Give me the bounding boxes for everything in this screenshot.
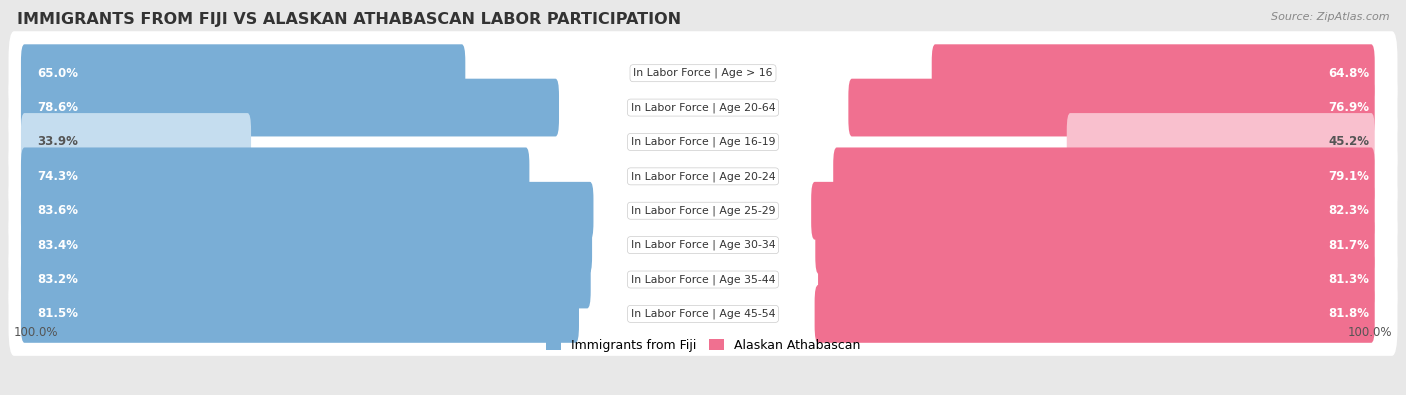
FancyBboxPatch shape	[818, 251, 1375, 308]
FancyBboxPatch shape	[8, 31, 1398, 115]
Text: 81.8%: 81.8%	[1329, 307, 1369, 320]
FancyBboxPatch shape	[21, 79, 560, 136]
FancyBboxPatch shape	[8, 272, 1398, 356]
Text: 78.6%: 78.6%	[37, 101, 77, 114]
Text: 81.7%: 81.7%	[1329, 239, 1369, 252]
Text: 64.8%: 64.8%	[1329, 67, 1369, 80]
Text: 45.2%: 45.2%	[1329, 135, 1369, 149]
Text: 100.0%: 100.0%	[1347, 325, 1392, 339]
Text: In Labor Force | Age > 16: In Labor Force | Age > 16	[633, 68, 773, 79]
Text: In Labor Force | Age 20-24: In Labor Force | Age 20-24	[631, 171, 775, 182]
Text: 83.6%: 83.6%	[37, 204, 77, 217]
FancyBboxPatch shape	[21, 113, 252, 171]
Text: IMMIGRANTS FROM FIJI VS ALASKAN ATHABASCAN LABOR PARTICIPATION: IMMIGRANTS FROM FIJI VS ALASKAN ATHABASC…	[17, 12, 681, 27]
FancyBboxPatch shape	[814, 285, 1375, 343]
Text: 65.0%: 65.0%	[37, 67, 77, 80]
Text: 81.3%: 81.3%	[1329, 273, 1369, 286]
Text: 74.3%: 74.3%	[37, 170, 77, 183]
Text: In Labor Force | Age 25-29: In Labor Force | Age 25-29	[631, 205, 775, 216]
FancyBboxPatch shape	[8, 203, 1398, 287]
Text: 81.5%: 81.5%	[37, 307, 77, 320]
FancyBboxPatch shape	[815, 216, 1375, 274]
FancyBboxPatch shape	[834, 147, 1375, 205]
FancyBboxPatch shape	[21, 182, 593, 240]
Text: In Labor Force | Age 20-64: In Labor Force | Age 20-64	[631, 102, 775, 113]
FancyBboxPatch shape	[932, 44, 1375, 102]
Text: 83.4%: 83.4%	[37, 239, 77, 252]
Text: 83.2%: 83.2%	[37, 273, 77, 286]
FancyBboxPatch shape	[8, 237, 1398, 322]
FancyBboxPatch shape	[8, 100, 1398, 184]
Text: In Labor Force | Age 30-34: In Labor Force | Age 30-34	[631, 240, 775, 250]
FancyBboxPatch shape	[8, 134, 1398, 218]
Text: Source: ZipAtlas.com: Source: ZipAtlas.com	[1271, 12, 1389, 22]
FancyBboxPatch shape	[21, 251, 591, 308]
Text: 100.0%: 100.0%	[14, 325, 59, 339]
FancyBboxPatch shape	[8, 169, 1398, 253]
FancyBboxPatch shape	[21, 285, 579, 343]
Text: In Labor Force | Age 16-19: In Labor Force | Age 16-19	[631, 137, 775, 147]
Legend: Immigrants from Fiji, Alaskan Athabascan: Immigrants from Fiji, Alaskan Athabascan	[541, 334, 865, 357]
FancyBboxPatch shape	[8, 66, 1398, 150]
FancyBboxPatch shape	[21, 147, 530, 205]
Text: 76.9%: 76.9%	[1329, 101, 1369, 114]
Text: 82.3%: 82.3%	[1329, 204, 1369, 217]
FancyBboxPatch shape	[21, 216, 592, 274]
Text: 79.1%: 79.1%	[1329, 170, 1369, 183]
FancyBboxPatch shape	[811, 182, 1375, 240]
FancyBboxPatch shape	[1067, 113, 1375, 171]
FancyBboxPatch shape	[848, 79, 1375, 136]
Text: In Labor Force | Age 45-54: In Labor Force | Age 45-54	[631, 308, 775, 319]
FancyBboxPatch shape	[21, 44, 465, 102]
Text: 33.9%: 33.9%	[37, 135, 77, 149]
Text: In Labor Force | Age 35-44: In Labor Force | Age 35-44	[631, 274, 775, 285]
